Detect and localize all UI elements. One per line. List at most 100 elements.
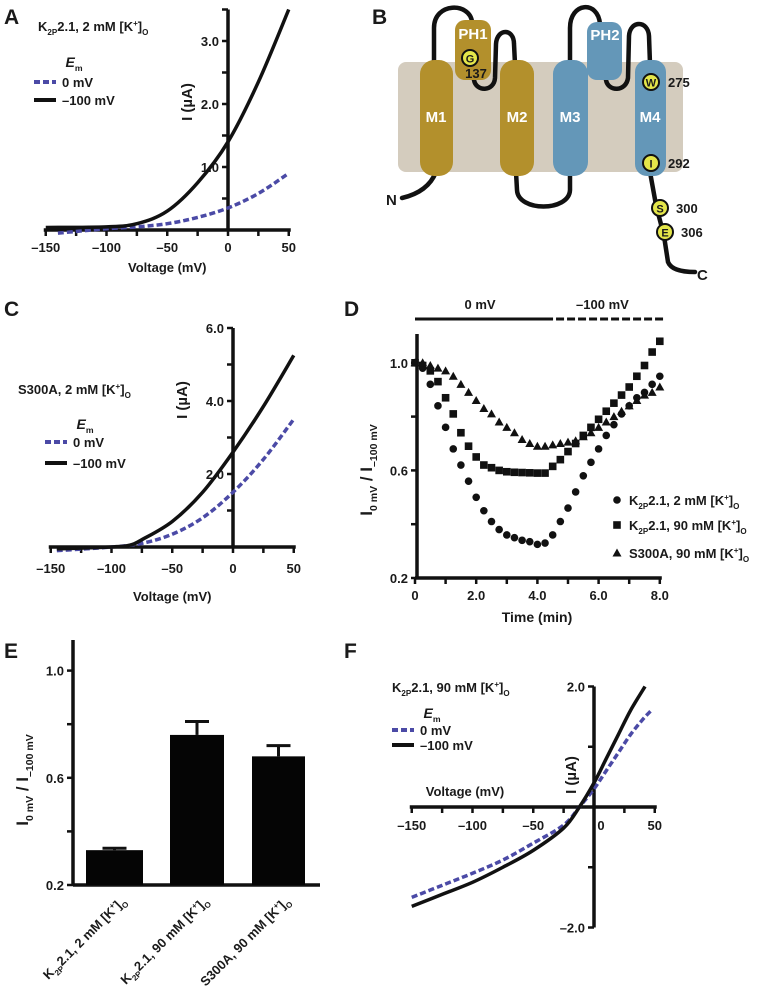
y-tick-label: 0.6 — [46, 771, 64, 786]
data-point — [471, 395, 481, 404]
data-point — [510, 533, 519, 542]
text-segment: + — [116, 382, 121, 391]
data-point — [517, 434, 527, 443]
data-point — [525, 537, 534, 546]
data-point — [632, 395, 642, 404]
data-point — [518, 468, 526, 477]
helix-m4-label: M4 — [640, 109, 661, 126]
x-tick-label: –100 — [458, 818, 487, 833]
text-segment: E — [65, 54, 75, 70]
text-segment: K — [629, 518, 639, 533]
m3-ph2-loop — [567, 4, 603, 67]
legend-title: Em — [76, 416, 93, 435]
text-segment: S300A, 2 mM [K — [18, 382, 116, 397]
data-point — [647, 387, 657, 396]
text-segment: O — [284, 900, 295, 911]
data-point — [625, 383, 633, 391]
series-line-0mv — [57, 171, 290, 235]
text-segment: ] — [499, 680, 503, 695]
text-segment: O — [733, 502, 739, 511]
text-segment: / I — [13, 777, 32, 796]
y-tick-label: 1.0 — [390, 356, 408, 371]
text-segment: K — [38, 19, 48, 34]
text-segment: + — [271, 901, 281, 911]
y-tick-label: 1.0 — [46, 664, 64, 679]
data-point — [449, 410, 458, 418]
series-circle — [411, 359, 664, 549]
legend-marker — [613, 496, 621, 504]
data-point — [503, 531, 511, 539]
helix-m1-label: M1 — [426, 109, 447, 126]
data-point — [563, 437, 573, 446]
text-segment: ] — [736, 518, 740, 533]
text-segment: 2.1, 2 mM [K — [57, 19, 133, 34]
text-segment: O — [740, 527, 746, 536]
data-point — [648, 380, 656, 389]
x-tick-label: 0 — [597, 818, 604, 833]
backbone-loops — [399, 4, 698, 275]
text-segment: m — [86, 425, 94, 435]
legend-label: –100 mV — [62, 93, 115, 108]
text-segment: 2P — [401, 689, 411, 698]
text-segment: ] — [138, 19, 142, 34]
data-point — [624, 401, 634, 410]
residue-number: 137 — [465, 66, 487, 81]
y-tick-label: 6.0 — [206, 321, 224, 336]
y-tick-label: 2.0 — [201, 97, 219, 112]
text-segment: I — [13, 821, 32, 826]
data-point — [510, 468, 519, 477]
x-tick-label: 0 — [224, 240, 231, 255]
x-tick-label: –50 — [161, 561, 183, 576]
legend-title: Em — [65, 54, 82, 73]
x-tick-label: –100 — [92, 240, 121, 255]
residue-s-marker — [651, 199, 669, 217]
data-point — [602, 407, 611, 416]
text-segment: O — [120, 900, 131, 911]
data-point — [571, 436, 581, 445]
series-triangle — [410, 358, 665, 450]
panel-letter-e: E — [4, 640, 18, 663]
chart-title: S300A, 2 mM [K+]O — [18, 382, 131, 400]
y-tick-label: –2.0 — [560, 921, 585, 936]
text-segment: O — [125, 391, 131, 400]
data-point — [495, 525, 503, 534]
x-tick-label: 8.0 — [651, 588, 669, 603]
text-segment: 0 mV — [368, 486, 380, 511]
data-point — [571, 488, 580, 496]
data-point — [548, 440, 558, 449]
x-tick-label: 50 — [282, 240, 296, 255]
residue-e-marker — [656, 223, 674, 241]
data-point — [480, 461, 488, 469]
data-point — [594, 422, 604, 431]
text-segment: 2P — [638, 527, 648, 536]
text-segment: 2.1, 2 mM [K — [54, 904, 119, 969]
bar — [86, 850, 143, 885]
data-point — [541, 469, 549, 477]
bar — [252, 756, 305, 885]
text-segment: O — [743, 555, 749, 564]
data-point — [578, 432, 588, 441]
data-point — [418, 358, 428, 367]
series-line-minus100mv — [411, 685, 647, 909]
bar — [170, 734, 224, 885]
x-tick-label: –50 — [522, 818, 544, 833]
chart-panel-f: –150 –100 –50 0 50 –2.0 2.0 Voltage (mV) I (µA) K… — [392, 680, 662, 936]
x-tick-label: 0 — [411, 588, 418, 603]
data-point — [579, 471, 588, 480]
data-point — [457, 461, 465, 469]
data-point — [532, 441, 542, 450]
text-segment: S300A, 90 mM [K — [629, 546, 734, 561]
chart-panel-e: 0.2 0.6 1.0 I0 mV / I–100 mV K2P2.1, 2 mM [K… — [13, 640, 320, 989]
data-point — [655, 382, 665, 391]
data-point — [617, 406, 627, 415]
m2-m3-loop — [513, 169, 573, 209]
residue-letter: W — [646, 78, 657, 90]
series-line-minus100mv — [56, 354, 296, 551]
text-segment: 2.1, 2 mM [K — [648, 493, 724, 508]
data-point — [518, 536, 526, 545]
x-tick-label: 4.0 — [528, 588, 546, 603]
legend-label: S300A, 90 mM [K+]O — [629, 546, 749, 564]
x-tick-label: 6.0 — [590, 588, 608, 603]
data-point — [410, 358, 420, 367]
